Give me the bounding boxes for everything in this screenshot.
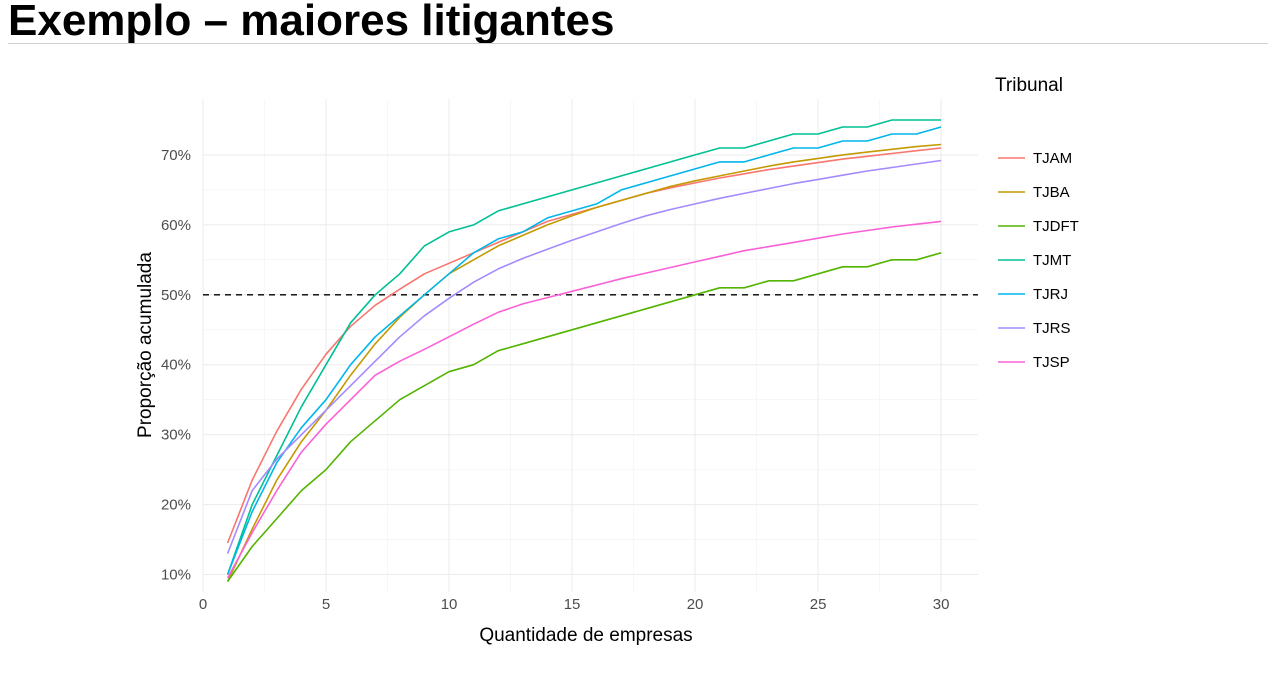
series-line-tjrs — [226, 159, 942, 554]
legend-label-tjba: TJBA — [1033, 184, 1070, 201]
y-tick-label: 40% — [161, 357, 191, 374]
x-tick-label: 5 — [322, 596, 330, 613]
series-lines — [226, 119, 942, 582]
plot-panel — [203, 99, 978, 592]
title-divider — [8, 43, 1268, 44]
legend-label-tjmt: TJMT — [1033, 252, 1071, 269]
x-tick-label: 0 — [199, 596, 207, 613]
series-line-tjmt — [226, 119, 942, 575]
series-line-tjsp — [226, 220, 942, 579]
y-tick-label: 60% — [161, 217, 191, 234]
y-tick-label: 50% — [161, 287, 191, 304]
series-line-tjba — [226, 143, 942, 582]
y-tick-label: 30% — [161, 427, 191, 444]
legend-label-tjam: TJAM — [1033, 150, 1072, 167]
legend-label-tjsp: TJSP — [1033, 354, 1070, 371]
x-tick-label: 15 — [564, 596, 581, 613]
series-line-tjdft — [226, 252, 942, 582]
x-axis-title: Quantidade de empresas — [479, 625, 692, 646]
legend-title: Tribunal — [995, 75, 1063, 96]
x-tick-label: 25 — [810, 596, 827, 613]
x-tick-label: 20 — [687, 596, 704, 613]
x-tick-label: 10 — [441, 596, 458, 613]
grid-lines — [202, 99, 978, 592]
y-tick-label: 10% — [161, 567, 191, 584]
legend: TJAM TJBA TJDFT TJMT TJRJ TJRS TJSP — [998, 150, 1079, 371]
legend-label-tjrj: TJRJ — [1033, 286, 1068, 303]
series-line-tjrj — [226, 126, 942, 575]
x-tick-label: 30 — [933, 596, 950, 613]
x-axis-ticks: 0 5 10 15 20 25 30 — [199, 596, 950, 613]
y-axis-title: Proporção acumulada — [135, 252, 156, 438]
slide-title: Exemplo – maiores litigantes — [8, 0, 615, 45]
y-axis-ticks: 10% 20% 30% 40% 50% 60% 70% — [161, 147, 191, 584]
legend-label-tjdft: TJDFT — [1033, 218, 1079, 235]
y-tick-label: 20% — [161, 497, 191, 514]
y-tick-label: 70% — [161, 147, 191, 164]
legend-label-tjrs: TJRS — [1033, 320, 1071, 337]
